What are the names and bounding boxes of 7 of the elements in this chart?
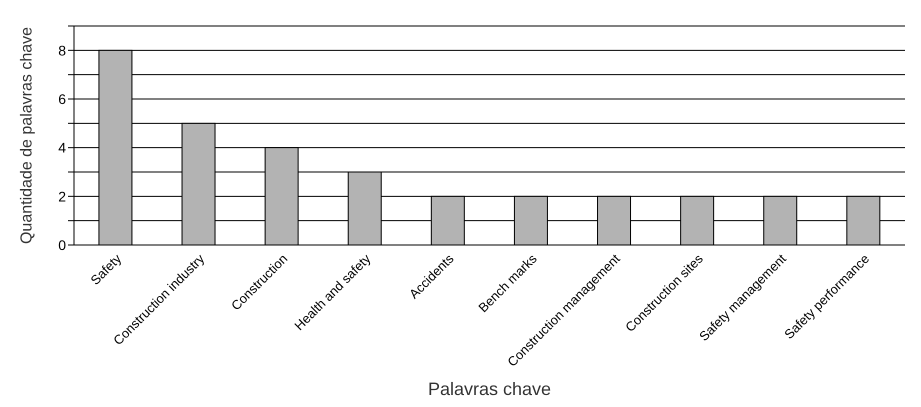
x-axis-title: Palavras chave bbox=[428, 379, 552, 399]
y-tick-label: 4 bbox=[58, 140, 66, 156]
y-axis-title: Quantidade de palavras chave bbox=[18, 26, 36, 244]
y-tick-label: 2 bbox=[58, 188, 66, 204]
y-tick-label: 6 bbox=[58, 90, 66, 107]
y-tick-label: 0 bbox=[58, 236, 66, 253]
y-tick-label: 8 bbox=[58, 42, 66, 58]
